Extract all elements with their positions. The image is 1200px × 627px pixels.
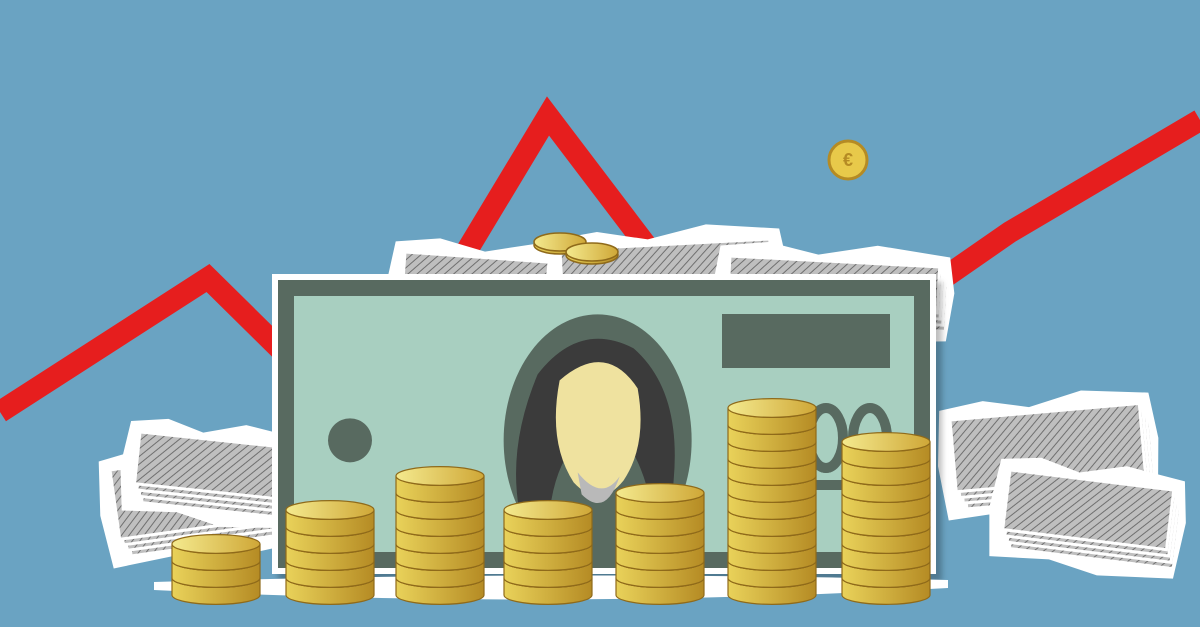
euro-symbol: €: [843, 150, 853, 170]
coin-stack: [172, 535, 260, 605]
coin-stack: [616, 484, 704, 605]
coin-stack: [286, 501, 374, 605]
loose-coin: [566, 243, 618, 264]
coin-stack: [396, 467, 484, 605]
infographic-canvas: 1001€ 100 €: [0, 0, 1200, 627]
coin-stack: [504, 501, 592, 605]
coin-stack: [728, 399, 816, 605]
coin-stack: [842, 433, 930, 605]
background: 1001€: [0, 0, 1200, 627]
floating-euro-coin: €: [829, 141, 867, 179]
